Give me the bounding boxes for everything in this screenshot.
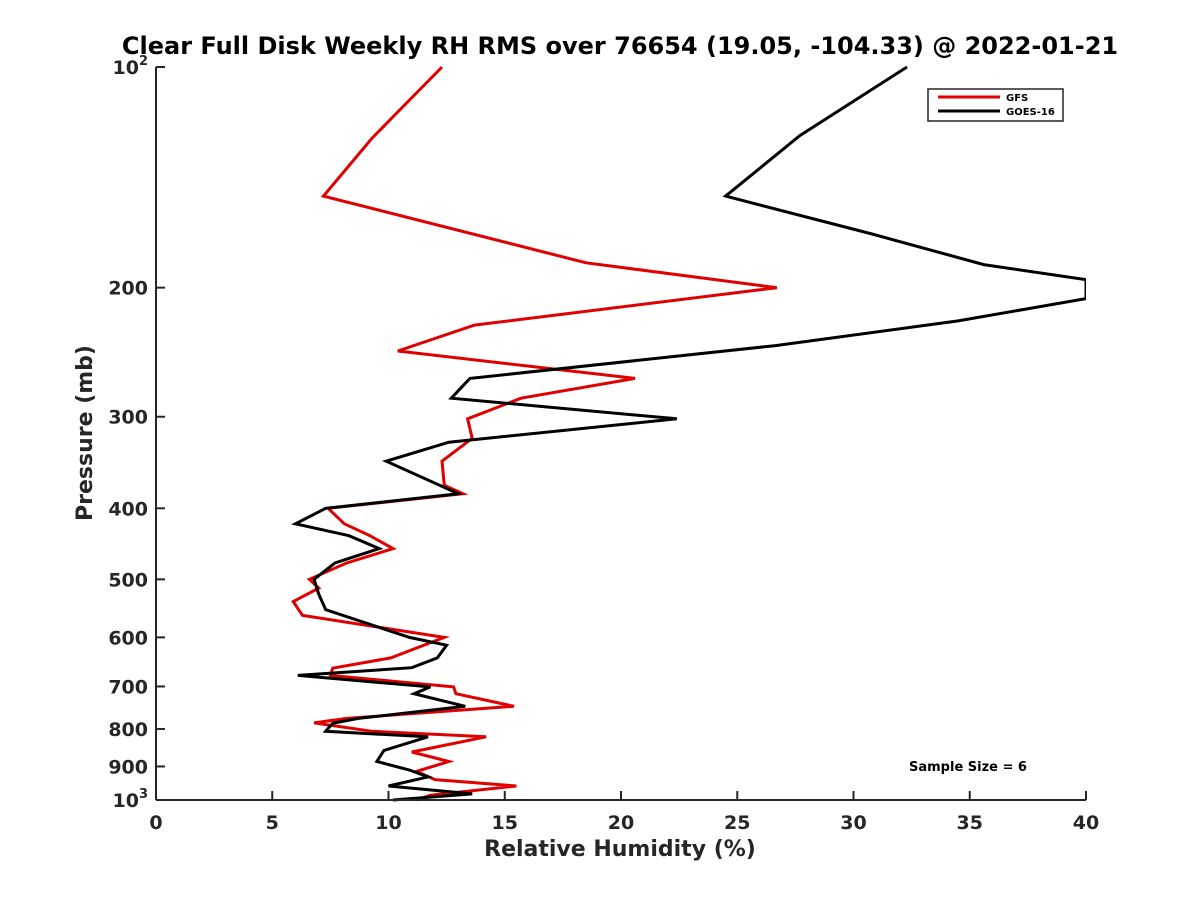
y-tick-label: 300 — [108, 407, 148, 429]
y-tick-label: 600 — [108, 627, 148, 649]
x-tick-label: 30 — [840, 812, 866, 834]
y-tick-label: 400 — [108, 498, 148, 520]
plot-area: 0 5 10 15 20 25 30 35 40 102 200 300 400 500 600 700 800… — [108, 54, 1099, 834]
x-tick-label: 20 — [608, 812, 634, 834]
y-tick-label: 102 — [113, 54, 149, 79]
x-tick-label: 5 — [266, 812, 279, 834]
chart-title: Clear Full Disk Weekly RH RMS over 76654… — [122, 32, 1118, 60]
x-tick-label: 10 — [375, 812, 401, 834]
series-line-goes-16 — [291, 65, 1086, 802]
y-tick-label: 500 — [108, 569, 148, 591]
legend: GFS GOES-16 — [927, 88, 1064, 122]
x-tick-label: 0 — [149, 812, 162, 834]
y-tick-label: 103 — [113, 787, 149, 812]
y-axis-label: Pressure (mb) — [73, 345, 98, 521]
x-axis-label: Relative Humidity (%) — [484, 837, 756, 862]
x-tick-label: 25 — [724, 812, 750, 834]
legend-label-goes-16: GOES-16 — [1006, 107, 1055, 118]
sample-size-annotation: Sample Size = 6 — [909, 760, 1027, 775]
x-tick-label: 40 — [1073, 812, 1099, 834]
y-tick-label: 200 — [108, 278, 148, 300]
legend-box — [927, 88, 1064, 122]
y-tick-label: 700 — [108, 676, 148, 698]
legend-label-gfs: GFS — [1006, 93, 1028, 104]
y-tick-label: 900 — [108, 756, 148, 778]
y-tick-label: 800 — [108, 719, 148, 741]
x-tick-label: 35 — [957, 812, 983, 834]
x-tick-label: 15 — [492, 812, 518, 834]
